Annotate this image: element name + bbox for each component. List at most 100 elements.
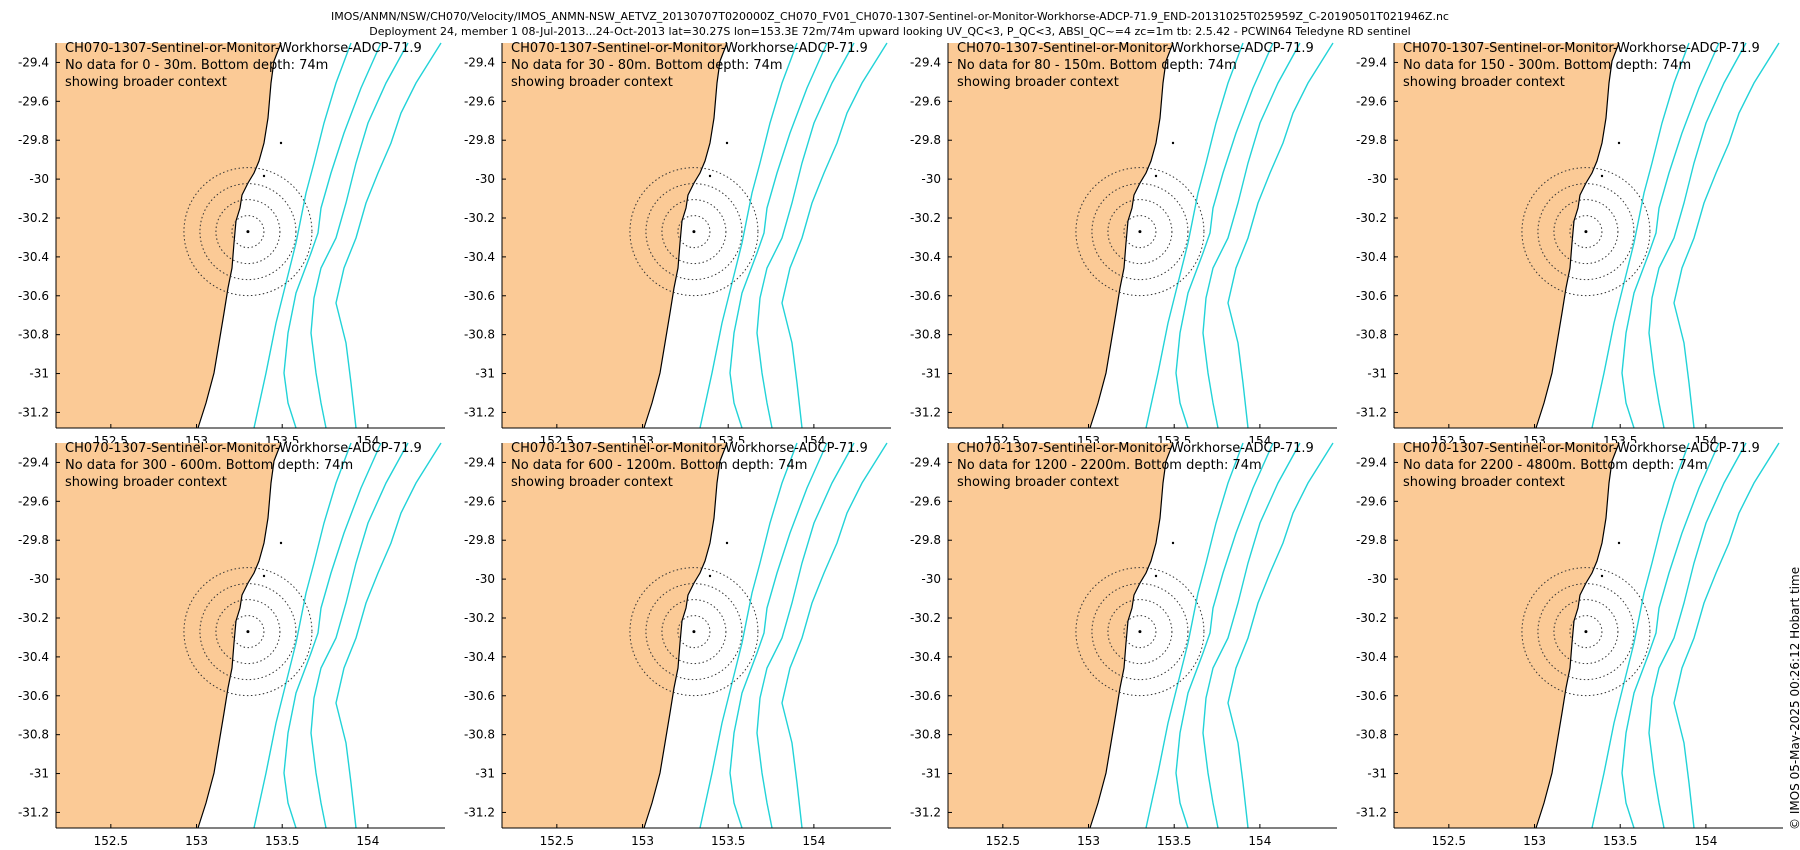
land-area — [1394, 43, 1619, 428]
y-tick-label: -30 — [921, 172, 941, 186]
panel-instrument-label: CH070-1307-Sentinel-or-Monitor-Workhorse… — [511, 441, 868, 456]
map-panel: -29.4 -29.6 -29.8 -30 -30.2 -30.4 -30.6 -30.8 -3… — [464, 41, 891, 448]
panel-no-data-message: No data for 30 - 80m. Bottom depth: 74m — [511, 58, 783, 73]
map-panel: -29.4 -29.6 -29.8 -30 -30.2 -30.4 -30.6 -30.8 -3… — [910, 41, 1337, 448]
y-tick-label: -30 — [1367, 572, 1387, 586]
coastline — [1535, 442, 1620, 829]
coastline — [643, 442, 728, 829]
island-marker — [708, 574, 712, 578]
x-tick-label: 154 — [1694, 834, 1717, 848]
panel-context-note: showing broader context — [511, 75, 673, 90]
mooring-marker — [1138, 230, 1142, 234]
y-tick-label: -31.2 — [18, 405, 49, 419]
bathymetry-contour — [729, 442, 828, 829]
mooring-marker — [246, 230, 250, 234]
y-tick-label: -29.6 — [18, 94, 49, 108]
panel-context-note: showing broader context — [511, 475, 673, 490]
island-marker — [1617, 141, 1621, 145]
panel-instrument-label: CH070-1307-Sentinel-or-Monitor-Workhorse… — [65, 41, 422, 56]
y-tick-label: -30.6 — [18, 689, 49, 703]
bathymetry-contour — [756, 42, 855, 429]
figure-title-deployment: Deployment 24, member 1 08-Jul-2013...24… — [369, 25, 1411, 38]
bathymetry-contour — [699, 42, 798, 429]
x-tick-label: 153.5 — [1603, 834, 1637, 848]
y-tick-label: -30.8 — [464, 328, 495, 342]
y-tick-label: -29.4 — [1356, 55, 1387, 69]
panel-no-data-message: No data for 150 - 300m. Bottom depth: 74… — [1403, 58, 1691, 73]
x-tick-label: 152.5 — [1432, 834, 1466, 848]
land-area — [502, 43, 727, 428]
map-panel: -29.4 -29.6 -29.8 -30 -30.2 -30.4 -30.6 -30.8 -3… — [18, 41, 445, 448]
bathymetry-contour — [1673, 42, 1780, 429]
y-tick-label: -31.2 — [464, 805, 495, 819]
bathymetry-contour — [699, 442, 798, 829]
y-tick-label: -30.4 — [464, 650, 495, 664]
range-ring — [231, 215, 265, 249]
bathymetry-contour — [335, 442, 442, 829]
y-tick-label: -31 — [475, 367, 495, 381]
island-marker — [279, 541, 283, 545]
bathymetry-contour — [1175, 442, 1274, 829]
y-tick-label: -31 — [29, 367, 49, 381]
mooring-marker — [692, 230, 696, 234]
x-tick-label: 154 — [802, 834, 825, 848]
map-panel: -29.4 -29.6 -29.8 -30 -30.2 -30.4 -30.6 -30.8 -3… — [18, 441, 445, 848]
panel-context-note: showing broader context — [1403, 475, 1565, 490]
range-ring — [1075, 567, 1205, 697]
panel-instrument-label: CH070-1307-Sentinel-or-Monitor-Workhorse… — [1403, 441, 1760, 456]
y-tick-label: -30.8 — [1356, 728, 1387, 742]
bathymetry-contour — [1648, 442, 1747, 829]
y-tick-label: -30.4 — [18, 250, 49, 264]
y-tick-label: -29.4 — [464, 455, 495, 469]
y-tick-label: -30.6 — [910, 689, 941, 703]
island-marker — [1154, 174, 1158, 178]
y-tick-label: -29.8 — [18, 133, 49, 147]
range-ring — [645, 183, 743, 281]
y-tick-label: -29.8 — [18, 533, 49, 547]
range-ring — [629, 567, 759, 697]
y-tick-label: -31 — [29, 767, 49, 781]
y-tick-label: -29.4 — [18, 55, 49, 69]
range-ring — [1521, 567, 1651, 697]
y-tick-label: -30.4 — [910, 650, 941, 664]
x-tick-label: 153 — [1077, 834, 1100, 848]
y-tick-label: -30.8 — [18, 728, 49, 742]
y-tick-label: -29.4 — [464, 55, 495, 69]
panel-context-note: showing broader context — [65, 75, 227, 90]
island-marker — [1600, 574, 1604, 578]
land-area — [502, 443, 727, 828]
y-tick-label: -30.8 — [910, 728, 941, 742]
y-tick-label: -30.2 — [910, 611, 941, 625]
y-tick-label: -31.2 — [1356, 405, 1387, 419]
island-marker — [279, 141, 283, 145]
range-ring — [215, 599, 281, 665]
range-ring — [1553, 599, 1619, 665]
y-tick-label: -29.4 — [910, 55, 941, 69]
land-area — [948, 443, 1173, 828]
panel-context-note: showing broader context — [1403, 75, 1565, 90]
range-ring — [661, 599, 727, 665]
panel-instrument-label: CH070-1307-Sentinel-or-Monitor-Workhorse… — [1403, 41, 1760, 56]
y-tick-label: -30 — [1367, 172, 1387, 186]
y-tick-label: -29.8 — [1356, 133, 1387, 147]
range-ring — [661, 199, 727, 265]
y-tick-label: -29.8 — [464, 133, 495, 147]
land-area — [1394, 443, 1619, 828]
y-tick-label: -30.2 — [464, 211, 495, 225]
y-tick-label: -29.4 — [1356, 455, 1387, 469]
range-ring — [1075, 167, 1205, 297]
y-tick-label: -30.6 — [910, 289, 941, 303]
range-ring — [199, 583, 297, 681]
range-ring — [1107, 599, 1173, 665]
y-tick-label: -29.6 — [1356, 94, 1387, 108]
x-tick-label: 154 — [356, 834, 379, 848]
copyright-footer: © IMOS 05-May-2025 00:26:12 Hobart time — [1788, 566, 1800, 830]
panel-no-data-message: No data for 600 - 1200m. Bottom depth: 7… — [511, 458, 807, 473]
y-tick-label: -30.2 — [464, 611, 495, 625]
coastline — [1535, 42, 1620, 429]
y-tick-label: -29.6 — [464, 94, 495, 108]
y-tick-label: -30 — [475, 572, 495, 586]
y-tick-label: -30.2 — [18, 211, 49, 225]
y-tick-label: -30.8 — [464, 728, 495, 742]
map-panel: -29.4 -29.6 -29.8 -30 -30.2 -30.4 -30.6 -30.8 -3… — [910, 441, 1337, 848]
